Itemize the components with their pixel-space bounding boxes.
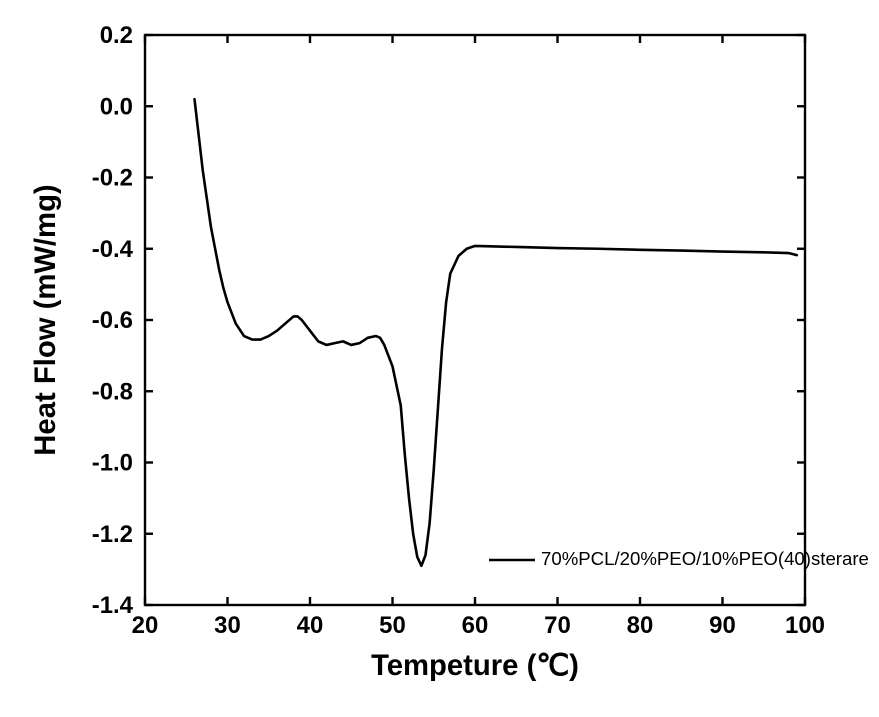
- y-tick-label: 0.2: [100, 22, 133, 49]
- x-axis-label: Tempeture (℃): [371, 650, 579, 682]
- y-tick-label: -1.4: [92, 592, 134, 619]
- y-tick-label: -0.2: [92, 165, 133, 192]
- x-tick-label: 90: [709, 612, 736, 639]
- x-tick-label: 30: [214, 612, 241, 639]
- dsc-chart: 20 30 40 50 60 70 80 90 100 -1.4 -1.2 -1.0 -0.8 -0.6 -…: [0, 0, 879, 717]
- x-tick-label: 100: [785, 612, 825, 639]
- x-tick-label: 70: [544, 612, 571, 639]
- x-tick-label: 50: [379, 612, 406, 639]
- y-tick-label: -0.8: [92, 378, 133, 405]
- legend-label: 70%PCL/20%PEO/10%PEO(40)sterare: [541, 548, 869, 569]
- y-tick-label: -0.4: [92, 236, 134, 263]
- x-tick-label: 80: [627, 612, 654, 639]
- chart-svg: 20 30 40 50 60 70 80 90 100 -1.4 -1.2 -1.0 -0.8 -0.6 -…: [0, 0, 879, 717]
- y-tick-label: -0.6: [92, 307, 133, 334]
- y-tick-label: 0.0: [100, 93, 133, 120]
- y-axis-label: Heat Flow (mW/mg): [30, 184, 62, 455]
- x-tick-label: 60: [462, 612, 489, 639]
- x-tick-label: 40: [297, 612, 324, 639]
- y-tick-label: -1.2: [92, 521, 133, 548]
- y-tick-label: -1.0: [92, 450, 133, 477]
- x-tick-label: 20: [132, 612, 159, 639]
